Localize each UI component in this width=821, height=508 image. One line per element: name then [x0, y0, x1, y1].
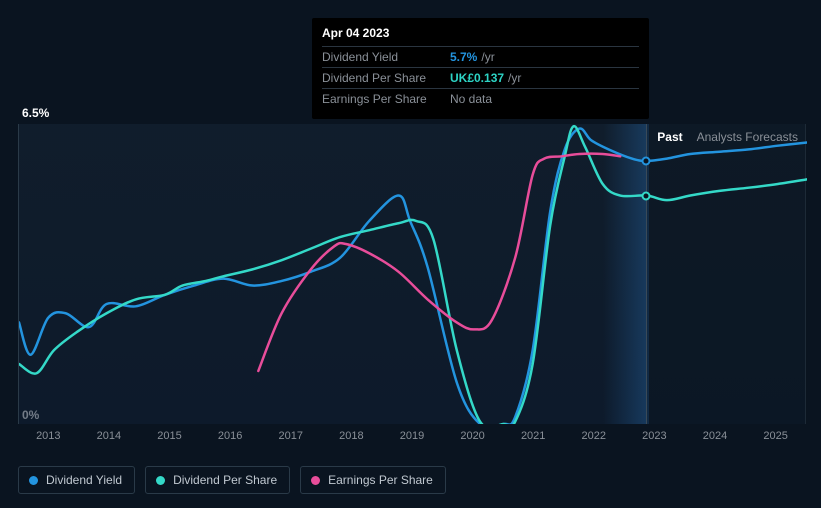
- tooltip-metric-unit: /yr: [508, 71, 521, 85]
- tooltip-rows: Dividend Yield5.7% /yrDividend Per Share…: [322, 46, 639, 109]
- legend-item[interactable]: Dividend Yield: [18, 466, 135, 494]
- x-tick: 2023: [624, 424, 685, 448]
- chart-lines: [19, 124, 807, 424]
- tooltip-metric-label: Dividend Per Share: [322, 71, 450, 85]
- legend-dot-icon: [29, 476, 38, 485]
- tooltip-row: Earnings Per ShareNo data: [322, 88, 639, 109]
- x-tick: 2022: [563, 424, 624, 448]
- section-labels: Past Analysts Forecasts: [657, 130, 798, 144]
- x-tick: 2024: [685, 424, 746, 448]
- legend-label: Dividend Yield: [46, 473, 122, 487]
- x-tick: 2025: [745, 424, 806, 448]
- series-marker: [642, 156, 651, 165]
- x-tick: 2020: [442, 424, 503, 448]
- legend-dot-icon: [311, 476, 320, 485]
- legend-label: Earnings Per Share: [328, 473, 433, 487]
- tooltip-metric-unit: /yr: [481, 50, 494, 64]
- series-line: [19, 126, 807, 424]
- x-tick: 2019: [382, 424, 443, 448]
- past-label: Past: [657, 130, 682, 144]
- x-tick: 2015: [139, 424, 200, 448]
- series-line: [19, 128, 807, 424]
- dividend-chart: 6.5% 0% PastAnalysts Forecasts 201320142…: [18, 108, 806, 428]
- plot-area[interactable]: [18, 124, 806, 424]
- x-tick: 2017: [260, 424, 321, 448]
- tooltip-metric-label: Earnings Per Share: [322, 92, 450, 106]
- tooltip-date: Apr 04 2023: [322, 26, 639, 46]
- legend-item[interactable]: Dividend Per Share: [145, 466, 290, 494]
- x-axis: 2013201420152016201720182019202020212022…: [18, 424, 806, 448]
- legend-item[interactable]: Earnings Per Share: [300, 466, 446, 494]
- tooltip-metric-label: Dividend Yield: [322, 50, 450, 64]
- tooltip-metric-value: 5.7%: [450, 50, 477, 64]
- x-tick: 2014: [79, 424, 140, 448]
- tooltip-row: Dividend Per ShareUK£0.137 /yr: [322, 67, 639, 88]
- x-tick: 2021: [503, 424, 564, 448]
- series-marker: [642, 191, 651, 200]
- legend-dot-icon: [156, 476, 165, 485]
- tooltip-row: Dividend Yield5.7% /yr: [322, 46, 639, 67]
- y-axis-max: 6.5%: [22, 106, 49, 120]
- x-tick: 2016: [200, 424, 261, 448]
- chart-legend: Dividend Yield Dividend Per Share Earnings…: [18, 466, 446, 494]
- x-tick: 2018: [321, 424, 382, 448]
- tooltip-no-data: No data: [450, 92, 492, 106]
- forecast-label: Analysts Forecasts: [697, 130, 798, 144]
- x-tick: 2013: [18, 424, 79, 448]
- tooltip-metric-value: UK£0.137: [450, 71, 504, 85]
- legend-label: Dividend Per Share: [173, 473, 277, 487]
- chart-tooltip: Apr 04 2023 Dividend Yield5.7% /yrDivide…: [312, 18, 649, 119]
